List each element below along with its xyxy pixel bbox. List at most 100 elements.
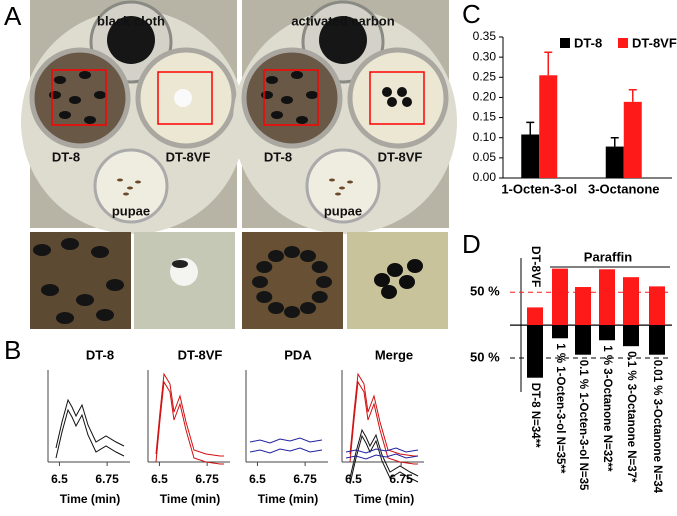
dish-label: DT-8 bbox=[52, 149, 80, 164]
bar bbox=[539, 75, 558, 178]
category-label: 1 % 3-Octanone N=32** bbox=[601, 345, 613, 472]
y-tick-label: 0.20 bbox=[473, 90, 497, 104]
fungus-spot bbox=[76, 294, 94, 306]
bar bbox=[605, 146, 624, 178]
larva bbox=[387, 263, 403, 277]
legend-label: DT-8 bbox=[574, 35, 602, 50]
fungus-spot bbox=[79, 71, 91, 79]
trace bbox=[55, 398, 125, 449]
fungus-spot bbox=[252, 276, 268, 288]
category-label: DT-8 N=34** bbox=[529, 383, 541, 448]
trace bbox=[249, 437, 323, 444]
fungus-spot bbox=[33, 244, 51, 256]
fungus-spot bbox=[41, 284, 59, 296]
trace bbox=[155, 380, 224, 465]
panel-label: A bbox=[4, 1, 22, 31]
trace bbox=[345, 447, 419, 454]
fungus-spot bbox=[316, 276, 332, 288]
fungus-spot bbox=[54, 76, 66, 84]
roi-box bbox=[369, 71, 425, 125]
fungus-spot bbox=[284, 306, 300, 318]
category-label: 1 % 1-Octen-3-ol N=35** bbox=[554, 343, 566, 474]
roi-box bbox=[263, 69, 319, 126]
fungus-spot bbox=[268, 250, 284, 263]
dish-label: DT-8 bbox=[264, 149, 292, 164]
trace bbox=[155, 372, 224, 457]
dish-label: DT-8VF bbox=[378, 149, 423, 164]
dish-label: DT-8VF bbox=[166, 149, 211, 164]
trace bbox=[55, 408, 125, 459]
bar bbox=[599, 269, 615, 326]
photo-title: black cloth bbox=[97, 13, 165, 28]
bar bbox=[527, 325, 543, 378]
trace bbox=[249, 447, 323, 454]
y-tick-label: 50 % bbox=[470, 284, 500, 299]
fungus-spot bbox=[300, 250, 316, 263]
trace bbox=[349, 380, 418, 465]
larva-cluster bbox=[382, 87, 392, 97]
control-label: DT-8VF bbox=[529, 246, 543, 287]
bar bbox=[599, 325, 615, 341]
larva bbox=[381, 285, 397, 299]
right-dish bbox=[347, 47, 449, 149]
category-label: 0.01 % 3-Octanone N=34 bbox=[651, 360, 663, 494]
fungus-spot bbox=[284, 246, 300, 258]
larva bbox=[399, 275, 415, 289]
legend-swatch bbox=[618, 38, 628, 48]
fungus-spot bbox=[311, 261, 328, 273]
bar bbox=[649, 325, 665, 355]
legend-swatch bbox=[560, 38, 570, 48]
fungus-spot bbox=[56, 312, 74, 324]
pupa bbox=[127, 186, 133, 190]
bar bbox=[649, 286, 665, 326]
fungus-spot bbox=[94, 91, 106, 99]
fungus-spot bbox=[49, 91, 61, 99]
category-label: 0.1 % 3-Octanone N=37* bbox=[625, 351, 637, 483]
panel-label: B bbox=[4, 335, 21, 365]
fungus-spot bbox=[61, 238, 79, 250]
fungus-spot bbox=[291, 71, 303, 79]
error-bar bbox=[544, 51, 553, 76]
fungus-spot bbox=[106, 279, 124, 291]
fungus-spot bbox=[306, 91, 318, 99]
bar bbox=[623, 277, 639, 326]
fungus-spot bbox=[281, 96, 293, 104]
trace bbox=[349, 428, 419, 479]
larva bbox=[374, 273, 390, 287]
y-tick-label: 0.25 bbox=[473, 69, 497, 83]
bar bbox=[575, 325, 591, 355]
y-tick-label: 0.00 bbox=[473, 170, 497, 184]
bar bbox=[552, 268, 568, 326]
legend-label: DT-8VF bbox=[632, 35, 677, 50]
x-tick-label: 6.75 bbox=[195, 472, 219, 486]
plot-title: PDA bbox=[284, 347, 312, 362]
x-tick-label: 6.75 bbox=[389, 472, 413, 486]
x-axis-label: Time (min) bbox=[160, 492, 220, 506]
plot-title: DT-8VF bbox=[178, 347, 223, 362]
y-tick-label: 50 % bbox=[470, 349, 500, 364]
x-tick-label: 6.5 bbox=[345, 472, 362, 486]
pupa bbox=[335, 192, 341, 196]
y-tick-label: 0.35 bbox=[473, 29, 497, 43]
fungus-spot bbox=[261, 91, 273, 99]
pupae-dish bbox=[305, 148, 381, 224]
x-tick-label: 6.5 bbox=[151, 472, 168, 486]
y-tick-label: 0.30 bbox=[473, 49, 497, 63]
fungus-spot bbox=[300, 301, 316, 314]
x-tick-label: 6.75 bbox=[293, 472, 317, 486]
bar bbox=[527, 307, 543, 326]
pupa bbox=[347, 180, 353, 184]
trace bbox=[345, 453, 419, 460]
fungus-spot bbox=[271, 111, 283, 119]
x-axis-label: Time (min) bbox=[60, 492, 120, 506]
larva-cluster bbox=[402, 97, 412, 107]
cloth bbox=[107, 16, 155, 64]
y-tick-label: 0.10 bbox=[473, 130, 497, 144]
panel-label: D bbox=[462, 229, 481, 259]
pupa bbox=[329, 178, 335, 182]
bar bbox=[623, 325, 639, 347]
bar bbox=[552, 325, 568, 339]
x-axis-label: Time (min) bbox=[258, 492, 318, 506]
